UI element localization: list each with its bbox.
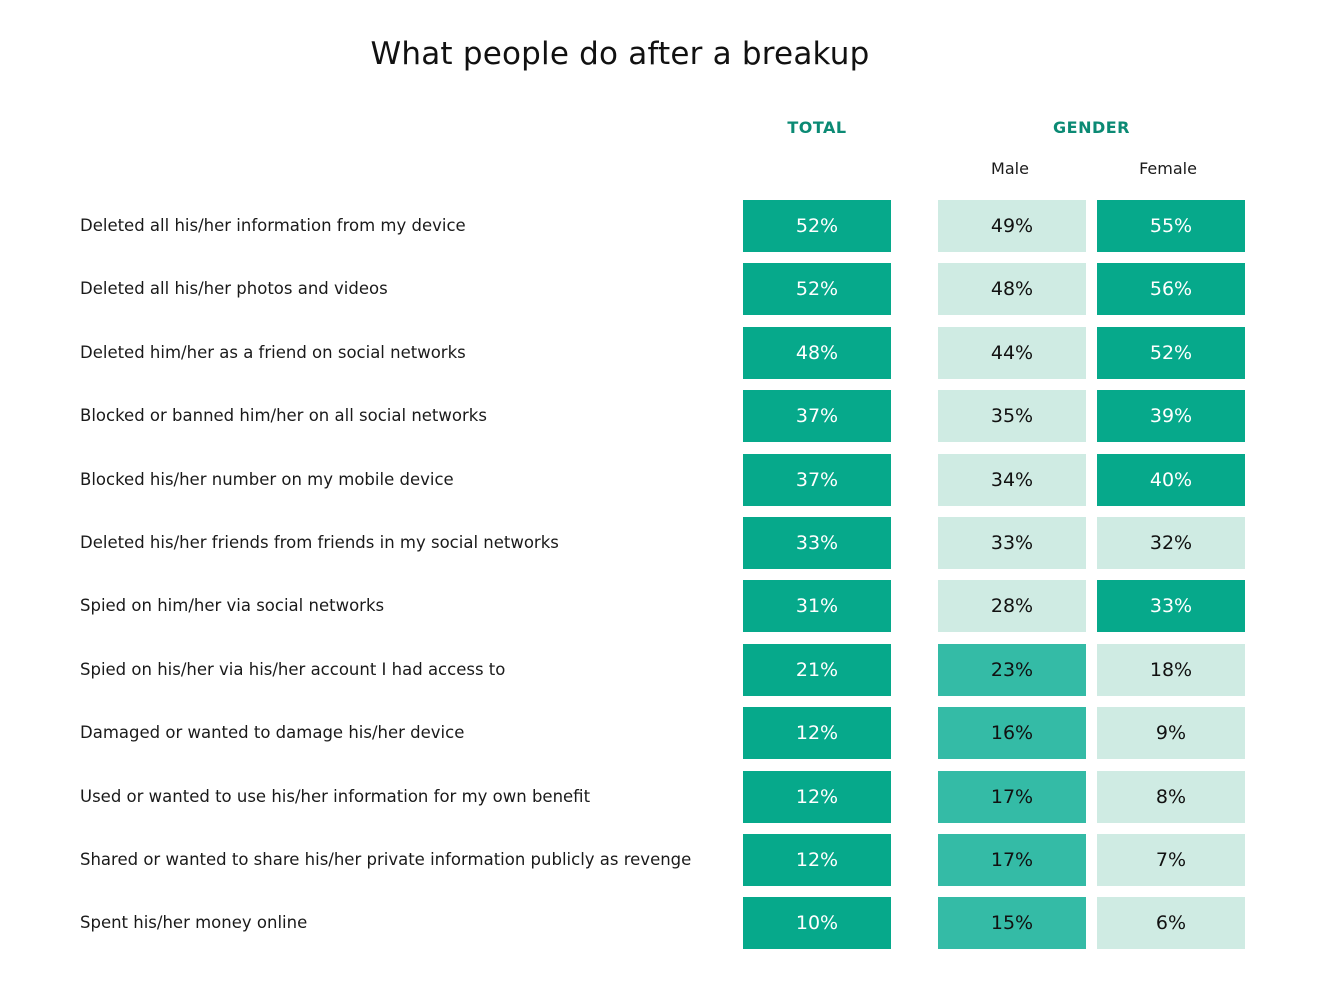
male-value-cell: 28%: [938, 580, 1086, 633]
total-value-cell: 10%: [743, 897, 891, 950]
male-value-cell: 35%: [938, 390, 1086, 443]
chart-title: What people do after a breakup: [370, 36, 870, 72]
female-value-cell: 56%: [1097, 263, 1245, 316]
female-value-cell: 52%: [1097, 326, 1245, 379]
female-value-cell: 6%: [1097, 897, 1245, 950]
female-value-cell: 40%: [1097, 453, 1245, 506]
male-value-cell: 17%: [938, 770, 1086, 823]
row-label: Shared or wanted to share his/her privat…: [80, 850, 692, 869]
row-label: Deleted all his/her photos and videos: [80, 279, 388, 299]
row-label: Damaged or wanted to damage his/her devi…: [80, 723, 465, 743]
total-value-cell: 37%: [743, 453, 891, 506]
male-value-cell: 16%: [938, 707, 1086, 760]
female-value-cell: 18%: [1097, 643, 1245, 696]
total-value-cell: 37%: [743, 390, 891, 443]
male-subheader: Male: [991, 159, 1029, 178]
row-label: Deleted his/her friends from friends in …: [80, 533, 559, 552]
row-label: Deleted all his/her information from my …: [80, 216, 466, 235]
male-value-cell: 48%: [938, 263, 1086, 316]
row-label: Blocked or banned him/her on all social …: [80, 406, 487, 426]
row-label: Deleted him/her as a friend on social ne…: [80, 342, 466, 362]
row-label: Blocked his/her number on my mobile devi…: [80, 469, 454, 489]
female-value-cell: 55%: [1097, 200, 1245, 252]
female-subheader: Female: [1139, 159, 1197, 178]
female-value-cell: 8%: [1097, 770, 1245, 823]
male-value-cell: 23%: [938, 643, 1086, 696]
total-value-cell: 52%: [743, 200, 891, 252]
male-value-cell: 17%: [938, 834, 1086, 886]
male-value-cell: 34%: [938, 453, 1086, 506]
row-label: Used or wanted to use his/her informatio…: [80, 786, 591, 806]
gender-header: GENDER: [1053, 118, 1130, 137]
total-value-cell: 33%: [743, 517, 891, 569]
total-value-cell: 52%: [743, 263, 891, 316]
row-label: Spied on him/her via social networks: [80, 596, 385, 616]
total-value-cell: 48%: [743, 326, 891, 379]
male-value-cell: 33%: [938, 517, 1086, 569]
female-value-cell: 9%: [1097, 707, 1245, 760]
total-value-cell: 12%: [743, 707, 891, 760]
female-value-cell: 32%: [1097, 517, 1245, 569]
row-label: Spent his/her money online: [80, 913, 308, 933]
total-value-cell: 21%: [743, 643, 891, 696]
female-value-cell: 39%: [1097, 390, 1245, 443]
female-value-cell: 7%: [1097, 834, 1245, 886]
female-value-cell: 33%: [1097, 580, 1245, 633]
male-value-cell: 44%: [938, 326, 1086, 379]
male-value-cell: 49%: [938, 200, 1086, 252]
male-value-cell: 15%: [938, 897, 1086, 950]
total-header: TOTAL: [787, 118, 847, 137]
total-value-cell: 31%: [743, 580, 891, 633]
total-value-cell: 12%: [743, 834, 891, 886]
row-label: Spied on his/her via his/her account I h…: [80, 659, 506, 679]
total-value-cell: 12%: [743, 770, 891, 823]
